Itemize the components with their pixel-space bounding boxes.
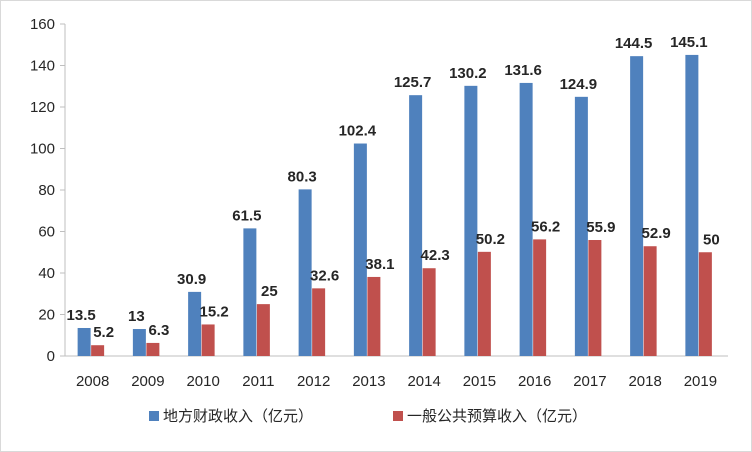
x-tick-label: 2010 <box>186 373 219 390</box>
bar-series-2 <box>477 251 491 356</box>
x-tick-label: 2011 <box>242 373 274 390</box>
bar-series-1 <box>464 85 478 357</box>
bar-series-1 <box>685 54 699 356</box>
bar-series-2 <box>422 268 436 356</box>
data-label-series-1: 30.9 <box>177 271 206 288</box>
x-axis: 2008 2009 2010 2011 2012 2013 2014 2015 2016 2017… <box>65 355 728 390</box>
bar-series-2 <box>146 342 160 356</box>
x-tick-label: 2012 <box>297 373 330 390</box>
data-label-series-1: 145.1 <box>670 34 708 51</box>
bar-series-1 <box>409 95 423 357</box>
bar-series-1 <box>353 143 367 356</box>
bar-series-2 <box>256 304 270 356</box>
data-label-series-1: 130.2 <box>449 65 487 82</box>
y-tick-label: 60 <box>38 224 55 241</box>
bar-series-1 <box>298 189 312 356</box>
bar-series-2 <box>643 246 657 356</box>
data-label-series-2: 50 <box>703 231 720 248</box>
data-label-series-1: 61.5 <box>232 207 261 224</box>
data-label-series-2: 42.3 <box>421 247 450 264</box>
bar-series-1 <box>243 228 257 356</box>
y-tick-label: 160 <box>30 16 55 33</box>
x-tick-label: 2018 <box>628 373 661 390</box>
data-label-series-1: 13.5 <box>67 307 96 324</box>
data-labels: 13.55.2 136.3 30.9 15.2 61.5 25 80.3 32.6 102.4 3… <box>67 34 720 341</box>
x-tick-label: 2016 <box>518 373 551 390</box>
bar-series-2 <box>91 345 105 356</box>
legend-swatch-series-2 <box>393 411 403 421</box>
bar-series-1 <box>630 56 644 356</box>
legend-label-series-1: 地方财政收入（亿元） <box>163 407 313 425</box>
data-label-series-1: 80.3 <box>288 168 317 185</box>
data-label-series-2: 15.2 <box>200 303 229 320</box>
y-axis: 0 20 40 60 80 100 120 140 160 <box>30 16 66 365</box>
x-tick-label: 2017 <box>573 373 606 390</box>
data-label-series-2: 32.6 <box>310 267 339 284</box>
data-label-series-1: 144.5 <box>615 35 653 52</box>
y-tick-label: 120 <box>30 99 55 116</box>
data-label-series-2: 38.1 <box>365 256 394 273</box>
y-tick-label: 20 <box>38 307 55 324</box>
bar-series-2 <box>588 240 602 356</box>
data-label-series-1: 124.9 <box>560 76 598 93</box>
bar-series-2 <box>201 324 215 356</box>
bar-series-1 <box>132 329 146 356</box>
bar-series-2 <box>312 288 326 356</box>
bar-series-2 <box>533 239 547 356</box>
x-tick-label: 2014 <box>407 373 440 390</box>
y-tick-label: 40 <box>38 265 55 282</box>
bar-series-2 <box>367 276 381 356</box>
data-label-series-1: 13 <box>128 308 145 325</box>
legend-swatch-series-1 <box>149 411 159 421</box>
legend: 地方财政收入（亿元） 一般公共预算收入（亿元） <box>149 407 587 425</box>
data-label-series-1: 131.6 <box>504 62 542 79</box>
x-tick-label: 2008 <box>76 373 109 390</box>
data-label-series-2: 25 <box>261 283 278 300</box>
bar-series-1 <box>574 96 588 357</box>
x-tick-label: 2009 <box>131 373 164 390</box>
y-tick-label: 80 <box>38 182 55 199</box>
data-label-series-2: 50.2 <box>476 231 505 248</box>
bar-series-1 <box>77 327 91 356</box>
data-label-series-2: 55.9 <box>586 219 615 236</box>
y-tick-label: 0 <box>47 348 55 365</box>
y-tick-label: 100 <box>30 141 55 158</box>
bar-series-2 <box>698 252 712 356</box>
data-label-series-2: 52.9 <box>642 225 671 242</box>
data-label-series-2: 6.3 <box>148 322 169 339</box>
bar-series-1 <box>519 82 533 357</box>
data-label-series-2: 56.2 <box>531 218 560 235</box>
x-tick-label: 2015 <box>463 373 496 390</box>
x-tick-label: 2013 <box>352 373 385 390</box>
legend-label-series-2: 一般公共预算收入（亿元） <box>407 407 587 425</box>
data-label-series-2: 5.2 <box>93 324 114 341</box>
data-label-series-1: 102.4 <box>339 123 377 140</box>
bar-series-1 <box>188 291 202 356</box>
x-tick-label: 2019 <box>684 373 717 390</box>
data-label-series-1: 125.7 <box>394 74 432 91</box>
bars <box>77 54 712 357</box>
y-tick-label: 140 <box>30 58 55 75</box>
